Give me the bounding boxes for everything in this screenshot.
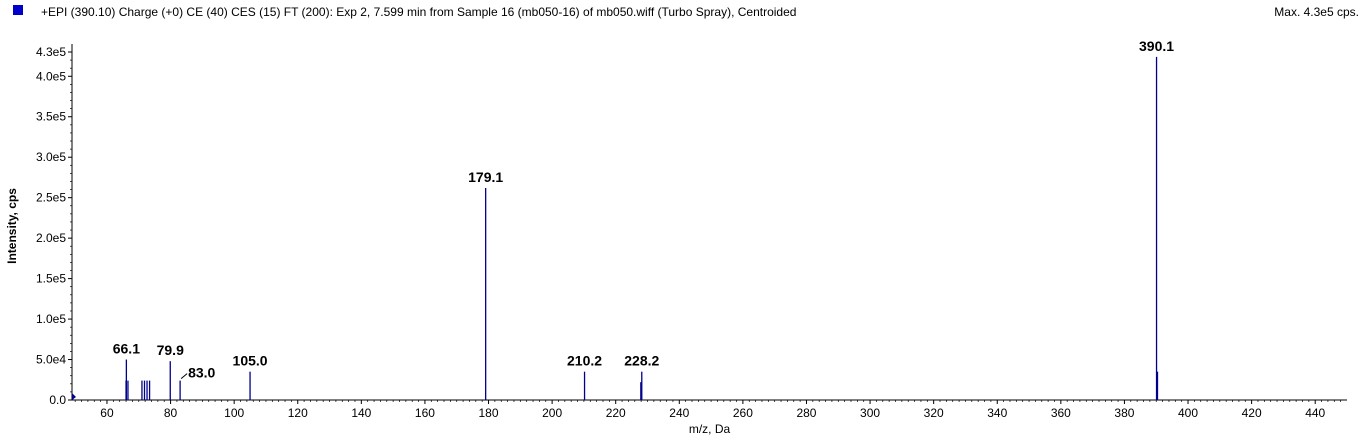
x-tick-label: 140 [351,406,371,420]
y-tick-label: 3.0e5 [36,150,66,164]
y-tick-label: 2.0e5 [36,231,66,245]
x-tick-label: 100 [224,406,244,420]
y-axis-title: Intensity, cps [5,188,19,264]
labels-layer: 66.1 79.983.0 105.0 179.1 210.2 228.2 390.1 [72,38,1174,400]
y-tick-label: 1.0e5 [36,312,66,326]
axes-layer: 60 80 100 120 140 160 180 200 220 240 260 280 300 320… [36,44,1347,420]
x-tick-label: 340 [987,406,1007,420]
y-tick-label: 1.5e5 [36,272,66,286]
y-tick-label: 0.0 [49,393,66,407]
x-tick-label: 400 [1178,406,1198,420]
peak-label: 79.9 [157,342,184,358]
y-tick-label: 4.3e5 [36,45,66,59]
x-tick-label: 300 [860,406,880,420]
x-tick-label: 380 [1114,406,1134,420]
y-tick-label: 4.0e5 [36,69,66,83]
x-tick-label: 80 [164,406,178,420]
x-tick-label: 220 [606,406,626,420]
x-tick-label: 180 [479,406,499,420]
y-tick-label: 3.5e5 [36,110,66,124]
x-tick-label: 360 [1051,406,1071,420]
x-tick-label: 200 [542,406,562,420]
max-intensity-label: Max. 4.3e5 cps. [1274,5,1359,19]
peak-label: 179.1 [468,169,503,185]
x-tick-label: 320 [924,406,944,420]
chart-title: +EPI (390.10) Charge (+0) CE (40) CES (1… [41,5,797,19]
y-tick-label: 5.0e4 [36,353,66,367]
peak-leader-line [180,373,188,379]
peak-label: 83.0 [188,365,215,381]
x-tick-label: 260 [733,406,753,420]
chart-header: +EPI (390.10) Charge (+0) CE (40) CES (1… [0,0,1364,24]
peak-label: 210.2 [567,353,602,369]
x-tick-label: 60 [100,406,114,420]
peak-label: 228.2 [624,353,659,369]
legend-swatch [13,5,23,15]
x-tick-label: 440 [1305,406,1325,420]
x-axis-title: m/z, Da [689,422,731,436]
x-tick-label: 160 [415,406,435,420]
peak-label: 105.0 [233,353,268,369]
x-tick-label: 280 [796,406,816,420]
x-tick-label: 240 [669,406,689,420]
x-tick-label: 420 [1242,406,1262,420]
x-tick-label: 120 [288,406,308,420]
peaks-layer [71,56,1159,400]
y-tick-label: 2.5e5 [36,191,66,205]
origin-marker [72,393,76,400]
peak-label: 390.1 [1139,38,1174,54]
peak-label: 66.1 [113,341,140,357]
